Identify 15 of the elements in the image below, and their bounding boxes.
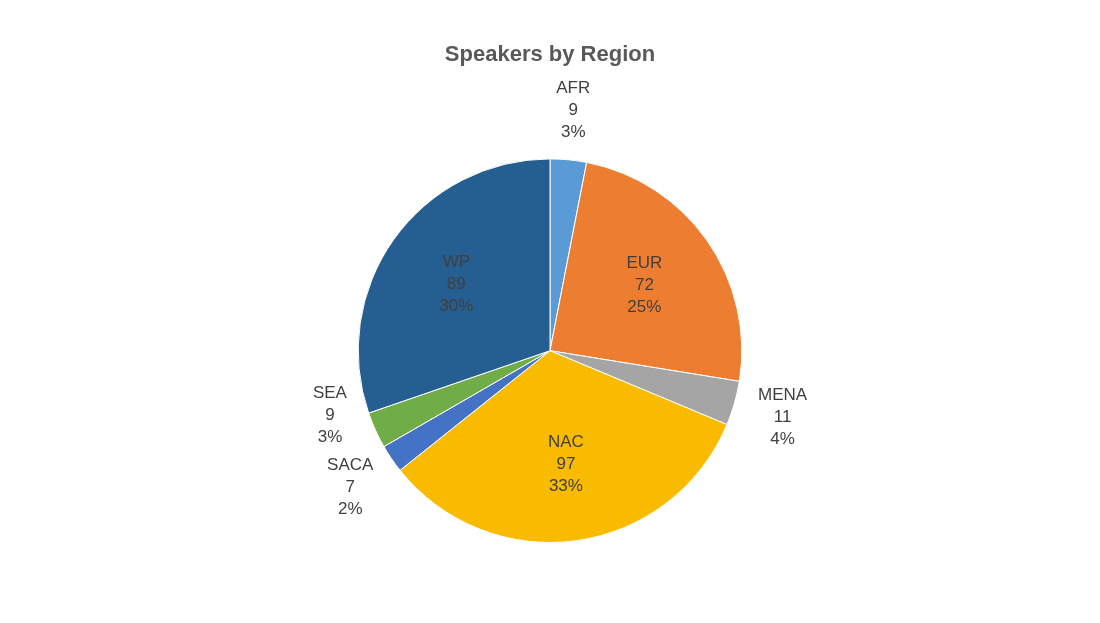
- slice-label: MENA: [757, 384, 808, 404]
- data-label: 97 33%: [548, 454, 583, 496]
- slice-label: WP: [442, 251, 471, 271]
- data-label: 7 2%: [337, 476, 363, 518]
- slice-label: SEA: [312, 382, 348, 402]
- data-label: 72 25%: [627, 274, 662, 316]
- data-label: 11 4%: [770, 406, 795, 448]
- data-label: 89 30%: [439, 273, 474, 315]
- chart-title: Speakers by Region: [444, 41, 656, 67]
- data-label: 9 3%: [560, 99, 586, 141]
- data-label: 9 3%: [317, 404, 343, 446]
- slice-label: EUR: [626, 252, 663, 272]
- slice-label: NAC: [547, 432, 584, 452]
- slice-label: AFR: [556, 77, 591, 97]
- slice-label: SACA: [327, 454, 375, 474]
